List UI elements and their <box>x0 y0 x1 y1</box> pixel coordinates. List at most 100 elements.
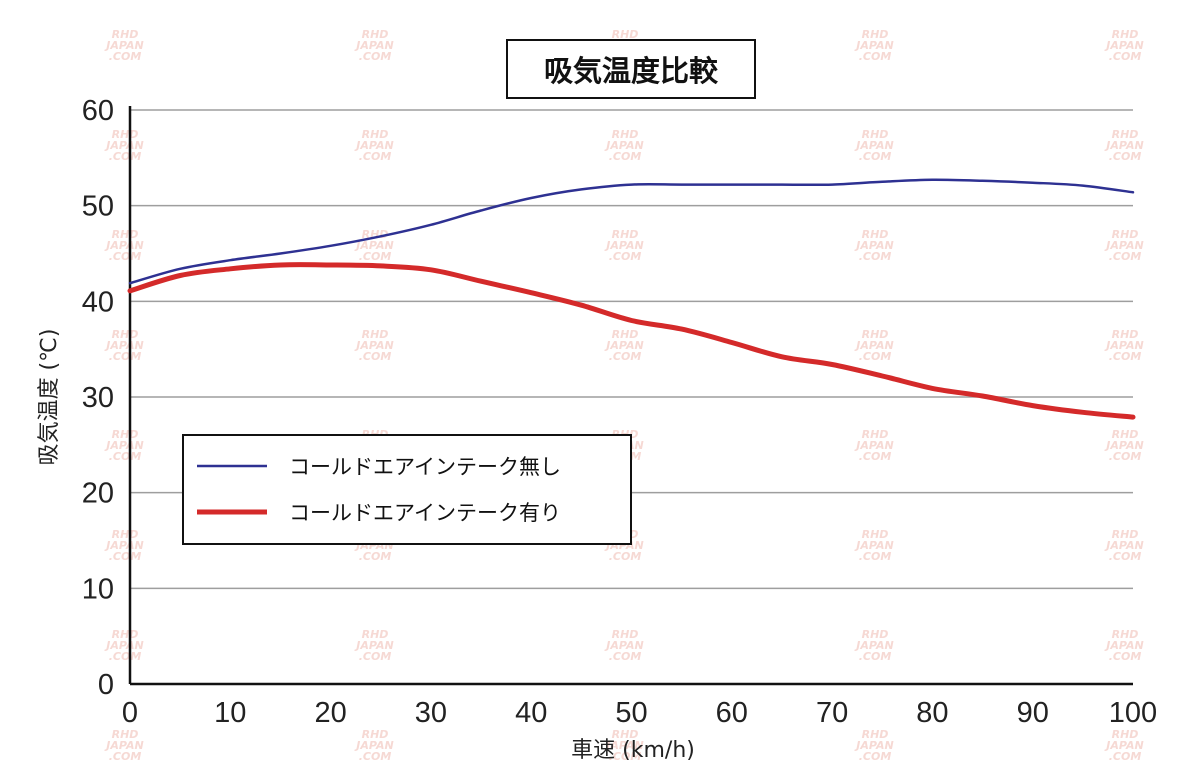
svg-text:JAPAN: JAPAN <box>604 739 643 752</box>
svg-text:JAPAN: JAPAN <box>354 239 393 252</box>
svg-text:.COM: .COM <box>359 150 392 163</box>
svg-text:JAPAN: JAPAN <box>1104 639 1143 652</box>
x-tick-label: 60 <box>716 697 748 729</box>
svg-text:.COM: .COM <box>109 150 142 163</box>
y-tick-label: 20 <box>82 478 114 510</box>
legend-box <box>182 434 632 545</box>
y-tick-label: 10 <box>82 573 114 605</box>
svg-text:.COM: .COM <box>1109 650 1142 663</box>
svg-text:.COM: .COM <box>609 550 642 563</box>
svg-text:.COM: .COM <box>109 250 142 263</box>
svg-text:RHD: RHD <box>112 328 139 341</box>
svg-text:JAPAN: JAPAN <box>104 639 143 652</box>
svg-text:RHD: RHD <box>1112 28 1139 41</box>
svg-text:JAPAN: JAPAN <box>354 39 393 52</box>
x-tick-label: 20 <box>314 697 346 729</box>
svg-text:JAPAN: JAPAN <box>854 639 893 652</box>
legend-label-no-intake: コールドエアインテーク無し <box>289 455 561 479</box>
svg-text:.COM: .COM <box>609 650 642 663</box>
svg-text:.COM: .COM <box>1109 550 1142 563</box>
svg-text:RHD: RHD <box>1112 228 1139 241</box>
x-tick-label: 90 <box>1017 697 1049 729</box>
x-tick-label: 80 <box>916 697 948 729</box>
svg-text:JAPAN: JAPAN <box>104 439 143 452</box>
svg-text:RHD: RHD <box>112 628 139 641</box>
svg-text:RHD: RHD <box>862 228 889 241</box>
svg-text:.COM: .COM <box>1109 50 1142 63</box>
svg-text:.COM: .COM <box>609 750 642 763</box>
svg-text:.COM: .COM <box>359 50 392 63</box>
svg-text:RHD: RHD <box>112 228 139 241</box>
x-tick-label: 50 <box>615 697 647 729</box>
svg-text:JAPAN: JAPAN <box>1104 739 1143 752</box>
svg-text:JAPAN: JAPAN <box>604 339 643 352</box>
svg-text:JAPAN: JAPAN <box>104 739 143 752</box>
svg-text:.COM: .COM <box>109 350 142 363</box>
series-line-with-intake <box>127 262 1136 420</box>
svg-text:RHD: RHD <box>112 428 139 441</box>
svg-text:RHD: RHD <box>862 28 889 41</box>
svg-text:JAPAN: JAPAN <box>854 339 893 352</box>
svg-text:JAPAN: JAPAN <box>854 539 893 552</box>
series-lines <box>127 178 1136 420</box>
svg-text:.COM: .COM <box>359 650 392 663</box>
svg-text:JAPAN: JAPAN <box>604 139 643 152</box>
svg-text:.COM: .COM <box>359 750 392 763</box>
title-box <box>506 39 756 99</box>
svg-text:.COM: .COM <box>1109 250 1142 263</box>
svg-text:JAPAN: JAPAN <box>354 139 393 152</box>
svg-text:.COM: .COM <box>109 450 142 463</box>
x-tick-label: 30 <box>415 697 447 729</box>
svg-text:RHD: RHD <box>112 728 139 741</box>
svg-text:RHD: RHD <box>862 328 889 341</box>
svg-text:.COM: .COM <box>609 150 642 163</box>
svg-text:JAPAN: JAPAN <box>104 39 143 52</box>
svg-text:RHD: RHD <box>1112 428 1139 441</box>
svg-text:.COM: .COM <box>1109 750 1142 763</box>
svg-text:JAPAN: JAPAN <box>1104 239 1143 252</box>
svg-text:RHD: RHD <box>112 28 139 41</box>
svg-text:RHD: RHD <box>862 628 889 641</box>
svg-text:JAPAN: JAPAN <box>354 639 393 652</box>
svg-text:.COM: .COM <box>1109 350 1142 363</box>
svg-text:.COM: .COM <box>359 250 392 263</box>
svg-text:.COM: .COM <box>859 150 892 163</box>
svg-text:.COM: .COM <box>859 350 892 363</box>
y-tick-label: 40 <box>82 286 114 318</box>
svg-text:RHD: RHD <box>362 728 389 741</box>
svg-text:RHD: RHD <box>1112 128 1139 141</box>
svg-text:.COM: .COM <box>359 350 392 363</box>
svg-text:RHD: RHD <box>862 728 889 741</box>
legend: コールドエアインテーク無し コールドエアインテーク有り <box>182 434 632 545</box>
svg-text:RHD: RHD <box>112 128 139 141</box>
axes <box>128 106 1133 686</box>
svg-text:RHD: RHD <box>362 328 389 341</box>
y-tick-label: 0 <box>98 669 114 701</box>
svg-text:.COM: .COM <box>1109 450 1142 463</box>
svg-text:JAPAN: JAPAN <box>1104 339 1143 352</box>
svg-text:RHD: RHD <box>612 328 639 341</box>
svg-text:RHD: RHD <box>862 128 889 141</box>
svg-text:RHD: RHD <box>362 28 389 41</box>
y-tick-label: 30 <box>82 382 114 414</box>
